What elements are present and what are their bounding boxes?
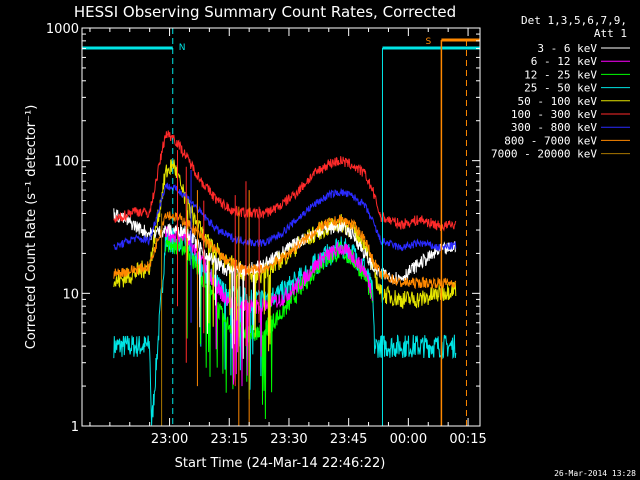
legend-header-line-2: Att 1 [594,27,627,40]
legend-label: 7000 - 20000 keV [491,148,597,161]
legend-label: 3 - 6 keV [537,42,597,55]
annotation-layer: NS [82,28,480,426]
series-layer [113,130,457,426]
y-tick-label: 100 [54,155,79,170]
footer-timestamp: 26-Mar-2014 13:28 [554,469,636,478]
legend-label: 100 - 300 keV [511,108,597,121]
chart-title: HESSI Observing Summary Count Rates, Cor… [74,3,456,21]
night-label: N [179,43,186,53]
y-tick-label: 10 [62,287,79,302]
legend-label: 50 - 100 keV [518,95,598,108]
x-tick-label: 23:30 [270,432,307,447]
series-line [113,130,457,232]
saa-label: S [425,37,431,47]
x-tick-label: 23:45 [330,432,367,447]
y-tick-label: 1 [71,420,79,435]
y-axis-ticks: 1 10 100 1000 [46,22,480,435]
legend-header-line-1: Det 1,3,5,6,7,9, [521,14,627,27]
x-axis-ticks: 23:00 23:15 23:30 23:45 00:00 00:15 [89,28,487,447]
series-line [113,211,457,290]
x-axis-label: Start Time (24-Mar-14 22:46:22) [175,456,386,471]
plot-frame [81,27,481,427]
x-tick-label: 00:15 [449,432,486,447]
legend-label: 6 - 12 keV [531,55,598,68]
y-axis-label: Corrected Count Rate (s⁻¹ detector⁻¹) [24,105,39,350]
series-line [113,208,457,359]
legend-label: 300 - 800 keV [511,121,597,134]
legend-label: 12 - 25 keV [524,68,597,81]
legend-label: 800 - 7000 keV [504,134,597,147]
x-tick-label: 23:15 [211,432,248,447]
x-tick-label: 23:00 [151,432,188,447]
y-tick-label: 1000 [46,22,79,37]
legend-label: 25 - 50 keV [524,82,597,95]
series-line [113,227,457,426]
x-tick-label: 00:00 [390,432,427,447]
series-line [113,182,457,252]
